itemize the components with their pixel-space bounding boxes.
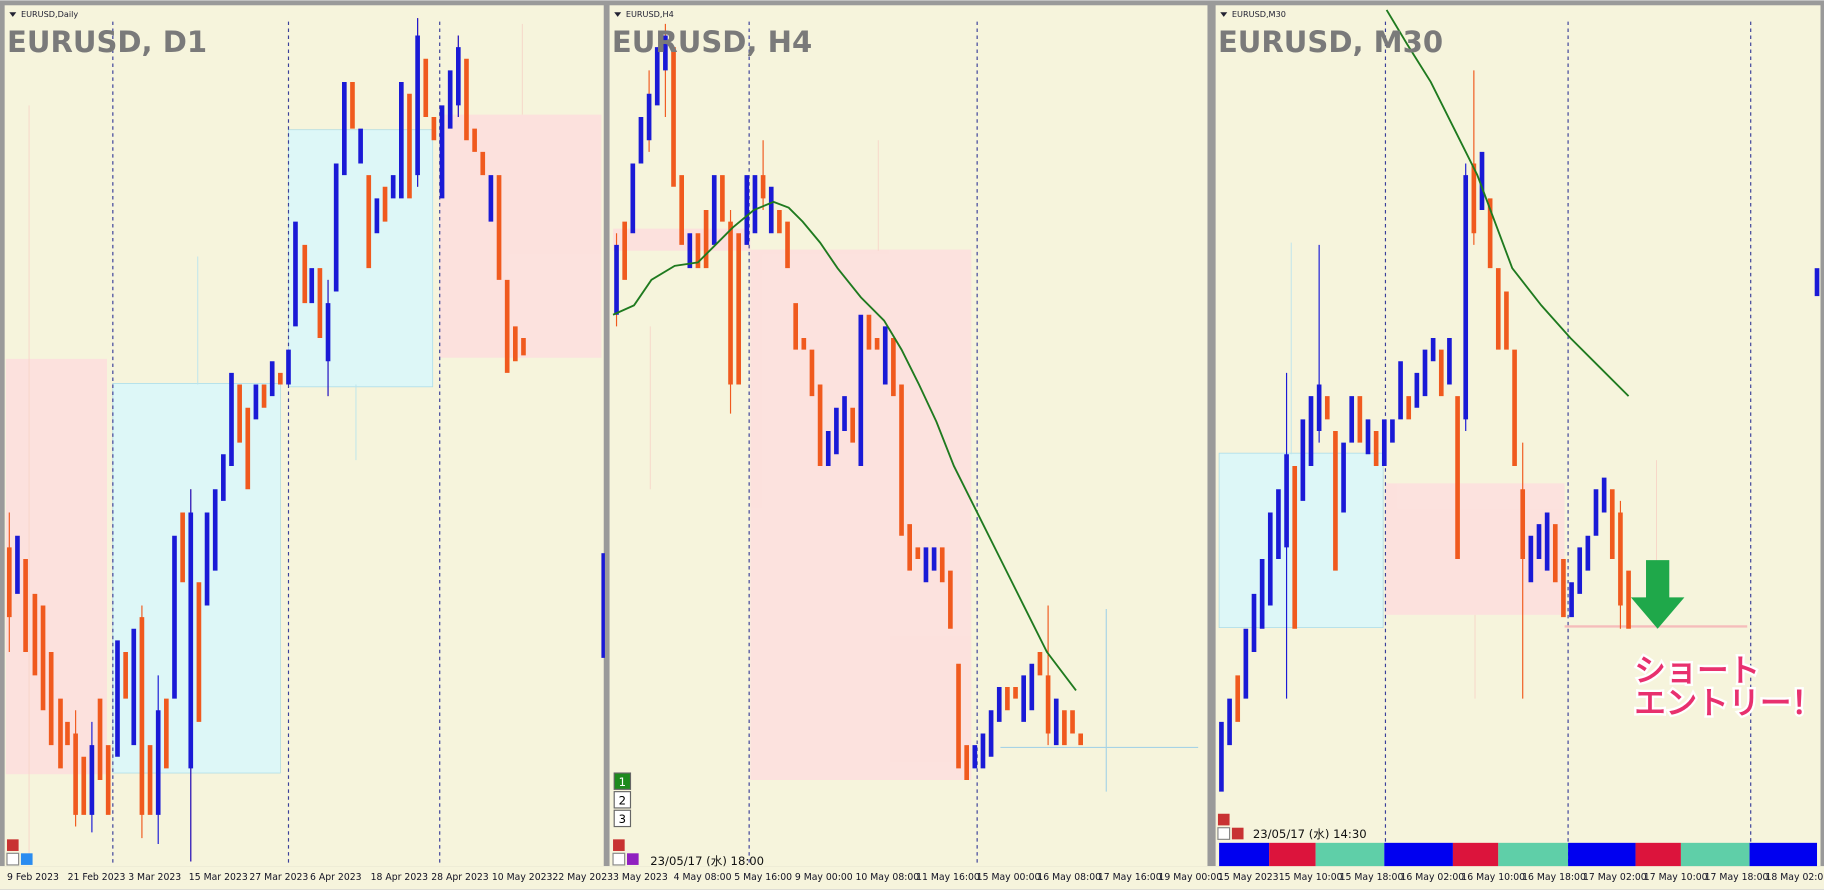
x-tick-label: 11 May 16:00 (916, 872, 980, 883)
x-tick-label: 4 May 08:00 (674, 872, 732, 883)
x-tick-label: 15 May 2023 (1218, 872, 1279, 883)
x-tick-label: 9 May 00:00 (795, 872, 853, 883)
x-tick-label: 15 May 00:00 (977, 872, 1041, 883)
x-tick-label: 17 May 10:00 (1644, 872, 1708, 883)
x-tick-label: 17 May 16:00 (1098, 872, 1162, 883)
x-tick-label: 18 May 02:00 (1765, 872, 1824, 883)
timeframe-button[interactable] (613, 772, 632, 790)
timeframe-button[interactable] (613, 791, 632, 809)
chart-title: EURUSD, M30 (1218, 25, 1443, 59)
x-tick-label: 28 Apr 2023 (431, 872, 489, 883)
chart-header: EURUSD,Daily (21, 9, 78, 19)
x-tick-label: 17 May 02:00 (1583, 872, 1647, 883)
x-tick-label: 21 Feb 2023 (68, 872, 126, 883)
x-tick-label: 17 May 18:00 (1705, 872, 1769, 883)
timeframe-button-label[interactable]: 1 (619, 775, 626, 789)
candles (1219, 9, 1685, 792)
chart-header: EURUSD,H4 (626, 9, 674, 19)
zones (5, 23, 1748, 862)
header-arrow (1220, 12, 1228, 17)
header-arrow (9, 12, 17, 17)
x-tick-label: 22 May 2023 (552, 872, 613, 883)
annotation: ショート (1634, 653, 1760, 689)
x-tick-label: 10 May 2023 (492, 872, 553, 883)
x-tick-label: 16 May 18:00 (1522, 872, 1586, 883)
x-tick-label: 5 May 16:00 (734, 872, 792, 883)
axis-bg (0, 866, 1824, 890)
timeframe-button[interactable] (613, 809, 632, 828)
x-tick-label: 27 Mar 2023 (249, 872, 308, 883)
period-separators (112, 21, 1752, 867)
x-tick-label: 16 May 10:00 (1461, 872, 1525, 883)
x-tick-label: 15 May 18:00 (1340, 872, 1404, 883)
candles (612, 23, 1083, 781)
chart-title: EURUSD, D1 (7, 25, 207, 59)
x-tick-label: 6 Apr 2023 (310, 872, 362, 883)
annotation: エントリー！ (1634, 686, 1822, 722)
x-tick-label: 9 Feb 2023 (7, 872, 59, 883)
x-tick-label: 18 Apr 2023 (371, 872, 429, 883)
header-arrow (614, 12, 622, 17)
arrow-down (1630, 560, 1685, 629)
chart-header: EURUSD,M30 (1232, 9, 1286, 19)
timestamp: 23/05/17 (水) 14:30 (1253, 827, 1367, 841)
panel-bg (1215, 5, 1821, 867)
x-tick-label: 16 May 02:00 (1400, 872, 1464, 883)
x-tick-label: 16 May 08:00 (1037, 872, 1101, 883)
x-tick-label: 10 May 08:00 (855, 872, 919, 883)
session-bar (1219, 842, 1818, 867)
timeframe-button-label[interactable]: 2 (619, 793, 626, 807)
x-tick-label: 15 Mar 2023 (189, 872, 248, 883)
x-tick-label: 3 Mar 2023 (128, 872, 181, 883)
x-tick-label: 3 May 2023 (613, 872, 668, 883)
controls (6, 268, 1820, 866)
chart-title: EURUSD, H4 (612, 25, 812, 59)
timeframe-button-label[interactable]: 3 (619, 812, 626, 826)
x-tick-label: 15 May 10:00 (1279, 872, 1343, 883)
candles (6, 18, 526, 862)
timestamp: 23/05/17 (水) 18:00 (650, 854, 764, 868)
x-tick-label: 19 May 00:00 (1158, 872, 1222, 883)
